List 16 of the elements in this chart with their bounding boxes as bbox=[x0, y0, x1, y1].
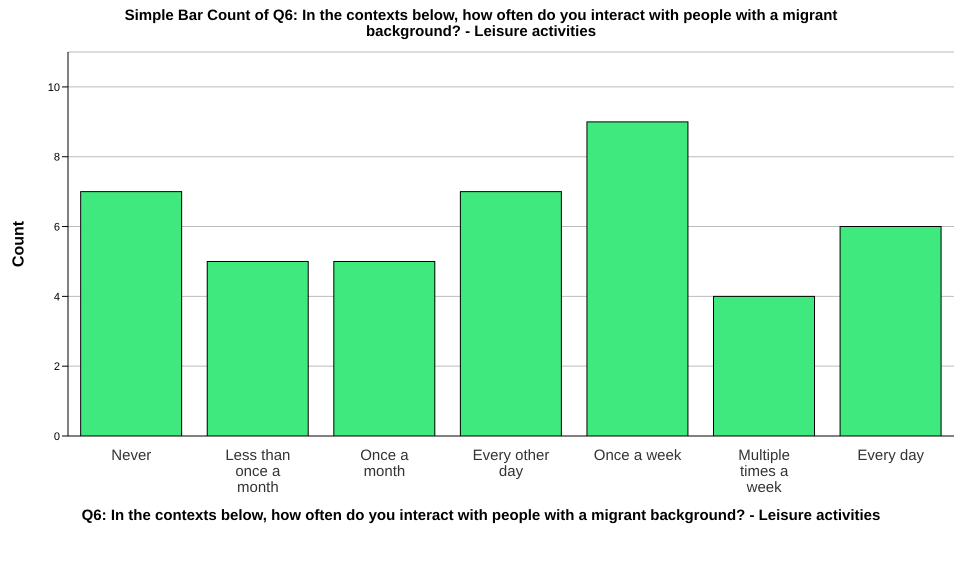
x-tick-label: Once a month bbox=[360, 447, 410, 480]
y-tick-label: 2 bbox=[54, 361, 60, 374]
chart-title: Simple Bar Count of Q6: In the contexts below, how often do you interact with people with a migrant background? - Leisure activities bbox=[124, 7, 838, 42]
x-tick-label: Every other day bbox=[472, 447, 550, 480]
x-tick-label: Multiple times a week bbox=[738, 447, 790, 496]
x-tick-label: Once a week bbox=[594, 447, 682, 464]
y-tick-label: 10 bbox=[48, 82, 60, 94]
x-tick-label: Every day bbox=[857, 447, 925, 464]
y-tick-label: 0 bbox=[54, 430, 60, 443]
x-axis-title: Q6: In the contexts below, how often do you interact with people with a migrant background? - Leisure activities bbox=[80, 507, 882, 524]
y-axis-title: Count bbox=[10, 220, 28, 268]
x-tick-label: Never bbox=[111, 447, 152, 464]
y-tick-label: 8 bbox=[54, 152, 60, 164]
x-tick-label: Less than once a month bbox=[225, 447, 290, 496]
y-tick-label: 6 bbox=[54, 221, 60, 234]
y-tick-label: 4 bbox=[54, 291, 60, 304]
